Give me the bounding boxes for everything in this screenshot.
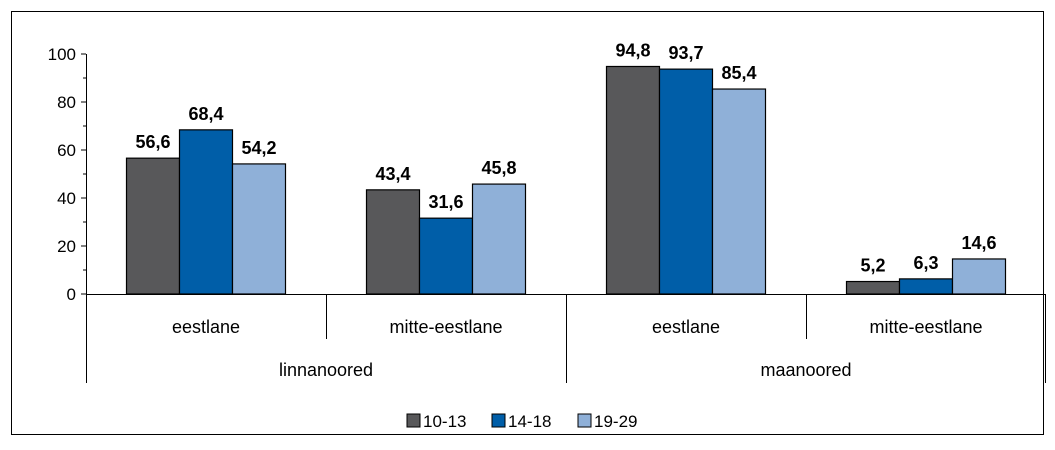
category-label: mitte-eestlane	[389, 317, 502, 337]
bar	[125, 157, 181, 295]
bar	[711, 88, 767, 295]
data-label: 5,2	[860, 256, 885, 276]
data-label: 43,4	[375, 164, 410, 184]
data-label: 93,7	[668, 43, 703, 63]
bars	[125, 65, 1007, 295]
data-label: 85,4	[721, 63, 756, 83]
y-tick-label: 40	[57, 189, 76, 208]
bar	[605, 65, 661, 295]
group-label: maanoored	[760, 360, 851, 380]
category-labels: eestlane mitte-eestlane eestlane mitte-eest…	[172, 317, 983, 380]
y-tick-label: 0	[67, 285, 76, 304]
bar	[365, 189, 421, 295]
y-tick-label: 80	[57, 93, 76, 112]
legend: 10-13 14-18 19-29	[406, 412, 637, 431]
bar	[231, 163, 287, 295]
legend-label: 14-18	[508, 412, 551, 431]
data-label: 94,8	[615, 40, 650, 60]
y-tick-label: 20	[57, 237, 76, 256]
legend-swatch	[406, 413, 421, 428]
y-tick-label: 100	[48, 45, 76, 64]
y-tick-label: 60	[57, 141, 76, 160]
data-label: 6,3	[913, 253, 938, 273]
data-labels: 56,6 68,4 54,2 43,4 31,6 45,8 94,8 93,7 85,4 5,2 6…	[135, 40, 996, 275]
data-label: 54,2	[241, 138, 276, 158]
legend-swatch	[577, 413, 592, 428]
bar	[658, 68, 714, 295]
legend-label: 19-29	[594, 412, 637, 431]
data-label: 45,8	[481, 158, 516, 178]
bar	[898, 278, 954, 295]
data-label: 31,6	[428, 192, 463, 212]
data-label: 56,6	[135, 132, 170, 152]
bar	[178, 129, 234, 295]
group-label: linnanoored	[279, 360, 373, 380]
category-label: eestlane	[172, 317, 240, 337]
category-label: mitte-eestlane	[869, 317, 982, 337]
category-label: eestlane	[652, 317, 720, 337]
bar	[471, 183, 527, 295]
bar	[845, 280, 901, 295]
data-label: 68,4	[188, 104, 223, 124]
legend-label: 10-13	[423, 412, 466, 431]
bar	[418, 217, 474, 295]
bar	[951, 258, 1007, 295]
data-label: 14,6	[961, 233, 996, 253]
legend-swatch	[491, 413, 506, 428]
